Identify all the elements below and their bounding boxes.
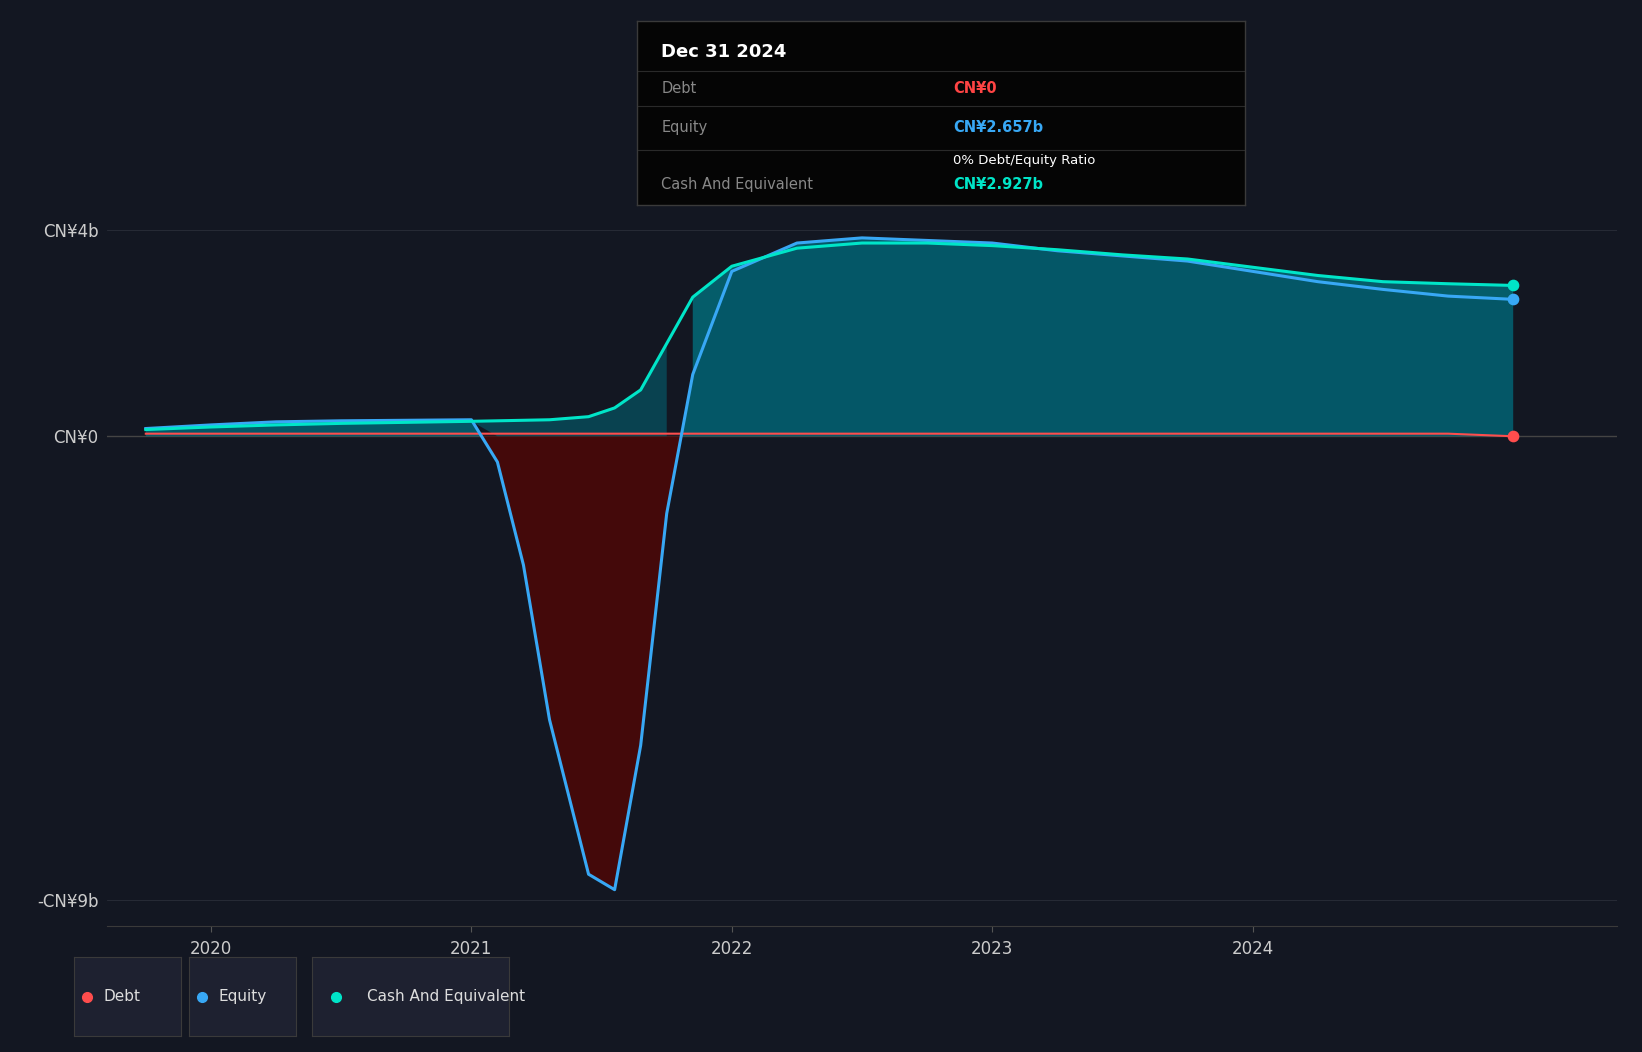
Text: Debt: Debt [662, 81, 696, 96]
Text: Debt: Debt [103, 989, 141, 1005]
Text: Cash And Equivalent: Cash And Equivalent [368, 989, 525, 1005]
Text: Cash And Equivalent: Cash And Equivalent [662, 178, 813, 193]
Text: Equity: Equity [662, 120, 708, 136]
Text: 0% Debt/Equity Ratio: 0% Debt/Equity Ratio [952, 155, 1095, 167]
Point [1501, 291, 1527, 308]
Text: CN¥2.927b: CN¥2.927b [952, 178, 1043, 193]
Text: CN¥0: CN¥0 [952, 81, 997, 96]
Point [1501, 277, 1527, 294]
Point [1501, 428, 1527, 445]
Text: Dec 31 2024: Dec 31 2024 [662, 43, 787, 61]
Text: Equity: Equity [218, 989, 268, 1005]
Text: CN¥2.657b: CN¥2.657b [952, 120, 1043, 136]
